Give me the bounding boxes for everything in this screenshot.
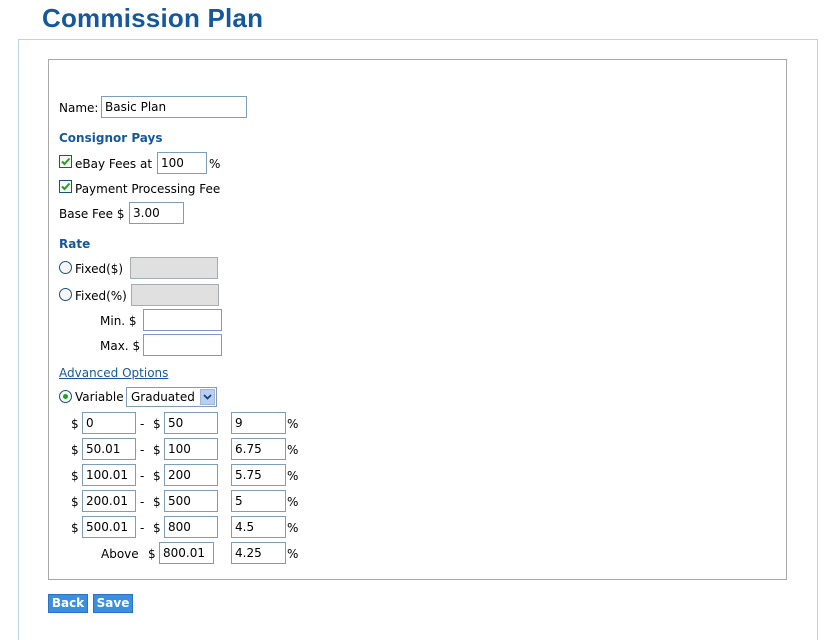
base-fee-label: Base Fee $ — [59, 207, 125, 221]
tier-to-currency: $ — [153, 495, 161, 509]
tier-from-input[interactable] — [82, 438, 136, 460]
fixed-dollar-input[interactable] — [130, 257, 218, 279]
above-rate-input[interactable] — [231, 542, 286, 564]
tier-to-input[interactable] — [164, 464, 218, 486]
tier-from-currency: $ — [71, 495, 79, 509]
fixed-dollar-radio[interactable] — [59, 261, 72, 274]
tier-from-input[interactable] — [82, 412, 136, 434]
max-label: Max. $ — [100, 339, 141, 353]
page-title: Commission Plan — [42, 3, 264, 33]
tier-from-input[interactable] — [82, 490, 136, 512]
ebay-fees-label: eBay Fees at — [75, 157, 153, 171]
tier-percent: % — [287, 469, 299, 483]
tier-from-currency: $ — [71, 469, 79, 483]
tier-dash: - — [140, 521, 145, 535]
tier-rate-input[interactable] — [231, 464, 286, 486]
tier-to-input[interactable] — [164, 516, 218, 538]
tier-from-currency: $ — [71, 521, 79, 535]
tier-to-input[interactable] — [164, 412, 218, 434]
tier-percent: % — [287, 443, 299, 457]
tier-percent: % — [287, 495, 299, 509]
tier-from-input[interactable] — [82, 464, 136, 486]
payment-processing-checkbox[interactable] — [59, 180, 72, 193]
min-label: Min. $ — [100, 314, 137, 328]
tier-from-input[interactable] — [82, 516, 136, 538]
chevron-down-icon[interactable] — [200, 389, 215, 405]
ebay-fees-unit: % — [209, 157, 221, 171]
variable-type-value: Graduated — [131, 390, 195, 404]
ebay-fees-input[interactable] — [157, 152, 207, 174]
advanced-options-link[interactable]: Advanced Options — [59, 366, 169, 380]
above-currency: $ — [148, 547, 156, 561]
tier-percent: % — [287, 417, 299, 431]
above-percent: % — [287, 547, 299, 561]
tier-dash: - — [140, 495, 145, 509]
tier-rate-input[interactable] — [231, 412, 286, 434]
above-label: Above — [101, 547, 139, 561]
fixed-percent-label: Fixed(%) — [75, 289, 127, 303]
tier-dash: - — [140, 443, 145, 457]
tier-to-currency: $ — [153, 417, 161, 431]
variable-label: Variable — [75, 390, 124, 404]
tier-rate-input[interactable] — [231, 516, 286, 538]
payment-processing-label: Payment Processing Fee — [75, 182, 221, 196]
tier-to-currency: $ — [153, 521, 161, 535]
rate-heading: Rate — [59, 237, 91, 251]
save-button[interactable]: Save — [93, 594, 133, 613]
tier-from-currency: $ — [71, 417, 79, 431]
ebay-fees-checkbox[interactable] — [59, 155, 72, 168]
name-input[interactable] — [101, 96, 247, 118]
checkmark-icon — [61, 182, 71, 191]
consignor-pays-heading: Consignor Pays — [59, 131, 163, 145]
base-fee-input[interactable] — [129, 202, 184, 224]
fixed-percent-input[interactable] — [131, 284, 219, 306]
tier-rate-input[interactable] — [231, 490, 286, 512]
above-from-input[interactable] — [159, 542, 214, 564]
variable-type-select[interactable]: Graduated — [126, 387, 217, 407]
variable-radio[interactable] — [59, 390, 72, 403]
tier-to-currency: $ — [153, 443, 161, 457]
tier-dash: - — [140, 469, 145, 483]
min-input[interactable] — [143, 309, 222, 331]
tier-to-currency: $ — [153, 469, 161, 483]
tier-dash: - — [140, 417, 145, 431]
name-label: Name: — [59, 101, 99, 115]
tier-to-input[interactable] — [164, 438, 218, 460]
fixed-dollar-label: Fixed($) — [75, 262, 124, 276]
fixed-percent-radio[interactable] — [59, 288, 72, 301]
back-button[interactable]: Back — [48, 594, 88, 613]
tier-percent: % — [287, 521, 299, 535]
tier-to-input[interactable] — [164, 490, 218, 512]
checkmark-icon — [61, 157, 71, 166]
tier-from-currency: $ — [71, 443, 79, 457]
max-input[interactable] — [143, 334, 222, 356]
tier-rate-input[interactable] — [231, 438, 286, 460]
